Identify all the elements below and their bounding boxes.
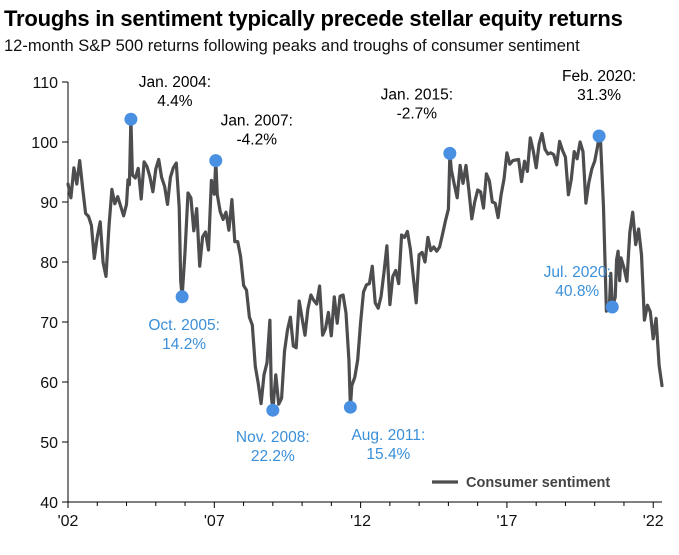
annotation-markers — [124, 112, 619, 417]
y-tick-label: 70 — [40, 315, 58, 332]
annotation-date: Nov. 2008: — [236, 429, 310, 446]
annotation-date: Oct. 2005: — [148, 317, 220, 334]
y-tick-label: 100 — [31, 135, 58, 152]
annotation-value: 40.8% — [555, 283, 599, 300]
annotation-marker-trough — [266, 403, 280, 417]
annotation-marker-peak — [443, 146, 457, 160]
chart-subtitle: 12-month S&P 500 returns following peaks… — [4, 37, 580, 55]
x-tick-label: '02 — [58, 513, 79, 530]
legend: Consumer sentiment — [432, 475, 610, 491]
annotation-date: Feb. 2020: — [562, 68, 636, 85]
annotation-value: 31.3% — [577, 87, 621, 104]
annotation-labels: Jan. 2004: 4.4% Jan. 2007: -4.2% Jan. 2015: -… — [139, 68, 636, 465]
y-axis: 40 50 60 70 80 90 100 110 — [31, 75, 69, 512]
annotation-value: 22.2% — [251, 448, 295, 465]
annotation-date: Jan. 2015: — [381, 86, 453, 103]
annotation-marker-peak — [124, 112, 138, 126]
annotation-marker-trough — [175, 290, 189, 304]
annotation-date: Jan. 2007: — [221, 113, 293, 130]
series-line-consumer-sentiment — [66, 117, 664, 412]
y-tick-label: 110 — [32, 75, 58, 92]
x-tick-label: '22 — [643, 513, 664, 530]
annotation-marker-peak — [209, 154, 223, 168]
legend-label: Consumer sentiment — [466, 475, 610, 491]
y-tick-label: 90 — [40, 195, 58, 212]
annotation-marker-peak — [592, 129, 606, 143]
annotation-value: 15.4% — [366, 446, 410, 463]
x-tick-label: '07 — [204, 513, 225, 530]
y-tick-label: 40 — [40, 495, 58, 512]
x-tick-label: '12 — [350, 513, 371, 530]
series-group — [66, 117, 664, 412]
annotation-value: -2.7% — [397, 105, 438, 122]
chart-title: Troughs in sentiment typically precede s… — [4, 6, 623, 31]
annotation-date: Aug. 2011: — [351, 427, 425, 444]
x-tick-label: '17 — [496, 513, 517, 530]
y-tick-label: 80 — [40, 255, 58, 272]
annotation-value: 14.2% — [162, 336, 206, 353]
annotation-value: -4.2% — [237, 132, 278, 149]
y-tick-label: 50 — [40, 435, 58, 452]
annotation-marker-trough — [605, 300, 619, 314]
annotation-date: Jul. 2020: — [544, 264, 611, 281]
y-tick-label: 60 — [40, 375, 58, 392]
annotation-value: 4.4% — [157, 93, 193, 110]
annotation-date: Jan. 2004: — [139, 74, 211, 91]
annotation-marker-trough — [343, 400, 357, 414]
x-axis: '02 '07 '12 '17 '22 — [58, 501, 664, 530]
